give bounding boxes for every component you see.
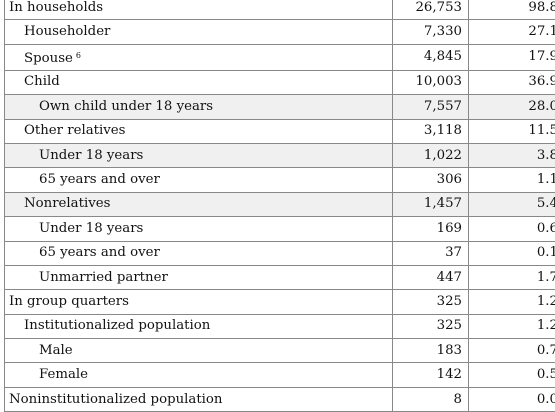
row-label-female: Female <box>5 363 393 387</box>
table-row: Nonrelatives 1,457 5.4 <box>5 192 555 216</box>
row-label-text: 65 years and over <box>39 172 160 187</box>
table-row: Under 18 years 169 0.6 <box>5 217 555 241</box>
row-label-institutionalized: Institutionalized population <box>5 314 393 338</box>
row-label-text: Institutionalized population <box>24 318 210 333</box>
row-label-text: Child <box>24 74 60 89</box>
row-label-nonrelatives: Nonrelatives <box>5 192 393 216</box>
row-label-other-relatives: Other relatives <box>5 119 393 143</box>
table-row: Male 183 0.7 <box>5 339 555 363</box>
row-percent: 1.7 <box>469 265 555 289</box>
row-percent: 5.4 <box>469 192 555 216</box>
row-percent: 17.9 <box>469 44 555 70</box>
table-row: Unmarried partner 447 1.7 <box>5 265 555 289</box>
table-row: Child 10,003 36.9 <box>5 70 555 94</box>
row-percent: 0.5 <box>469 363 555 387</box>
row-label-relatives-under-18: Under 18 years <box>5 143 393 167</box>
row-label-text: Noninstitutionalized population <box>9 392 223 407</box>
row-label-male: Male <box>5 339 393 363</box>
row-label-text: Own child under 18 years <box>39 99 213 114</box>
table-row: Other relatives 3,118 11.5 <box>5 119 555 143</box>
row-percent: 1.1 <box>469 168 555 192</box>
row-count: 1,457 <box>393 192 469 216</box>
table-row: Own child under 18 years 7,557 28.0 <box>5 95 555 119</box>
table-row: Householder 7,330 27.1 <box>5 20 555 44</box>
household-table-container: In households 26,753 98.8 Householder 7,… <box>4 0 555 412</box>
row-count: 306 <box>393 168 469 192</box>
row-count: 1,022 <box>393 143 469 167</box>
row-percent: 0.1 <box>469 241 555 265</box>
row-label-in-households: In households <box>5 0 393 20</box>
row-count: 7,330 <box>393 20 469 44</box>
row-count: 4,845 <box>393 44 469 70</box>
row-count: 37 <box>393 241 469 265</box>
row-label-text: Other relatives <box>24 123 125 138</box>
row-label-in-group-quarters: In group quarters <box>5 290 393 314</box>
row-label-text: Under 18 years <box>39 148 143 163</box>
row-percent: 1.2 <box>469 314 555 338</box>
row-label-text: Under 18 years <box>39 221 143 236</box>
row-label-child: Child <box>5 70 393 94</box>
row-label-householder: Householder <box>5 20 393 44</box>
row-label-nonrelatives-65-plus: 65 years and over <box>5 241 393 265</box>
household-population-table: In households 26,753 98.8 Householder 7,… <box>4 0 555 412</box>
row-label-own-child-under-18: Own child under 18 years <box>5 95 393 119</box>
row-label-text: Nonrelatives <box>24 196 110 211</box>
row-count: 169 <box>393 217 469 241</box>
row-percent: 36.9 <box>469 70 555 94</box>
table-row: Under 18 years 1,022 3.8 <box>5 143 555 167</box>
row-percent: 28.0 <box>469 95 555 119</box>
row-label-nonrelatives-under-18: Under 18 years <box>5 217 393 241</box>
table-row: 65 years and over 37 0.1 <box>5 241 555 265</box>
row-label-unmarried-partner: Unmarried partner <box>5 265 393 289</box>
row-count: 10,003 <box>393 70 469 94</box>
row-label-relatives-65-plus: 65 years and over <box>5 168 393 192</box>
row-label-text: In households <box>9 0 103 15</box>
row-percent: 1.2 <box>469 290 555 314</box>
row-count: 183 <box>393 339 469 363</box>
row-count: 325 <box>393 290 469 314</box>
row-label-text: Male <box>39 343 73 358</box>
row-label-text: Female <box>39 367 88 382</box>
row-count: 3,118 <box>393 119 469 143</box>
footnote-marker: 6 <box>76 51 81 60</box>
row-count: 142 <box>393 363 469 387</box>
table-row: Female 142 0.5 <box>5 363 555 387</box>
row-count: 26,753 <box>393 0 469 20</box>
row-label-text: Spouse <box>24 51 73 66</box>
table-row: In group quarters 325 1.2 <box>5 290 555 314</box>
row-label-text: In group quarters <box>9 294 129 309</box>
row-count: 325 <box>393 314 469 338</box>
row-percent: 0.6 <box>469 217 555 241</box>
row-label-text: Householder <box>24 24 110 39</box>
row-label-text: 65 years and over <box>39 245 160 260</box>
row-percent: 0.7 <box>469 339 555 363</box>
row-percent: 3.8 <box>469 143 555 167</box>
row-count: 7,557 <box>393 95 469 119</box>
row-label-text: Unmarried partner <box>39 270 168 285</box>
table-row: 65 years and over 306 1.1 <box>5 168 555 192</box>
table-row: In households 26,753 98.8 <box>5 0 555 20</box>
row-percent: 11.5 <box>469 119 555 143</box>
row-percent: 98.8 <box>469 0 555 20</box>
table-row: Institutionalized population 325 1.2 <box>5 314 555 338</box>
row-percent: 27.1 <box>469 20 555 44</box>
row-count: 447 <box>393 265 469 289</box>
